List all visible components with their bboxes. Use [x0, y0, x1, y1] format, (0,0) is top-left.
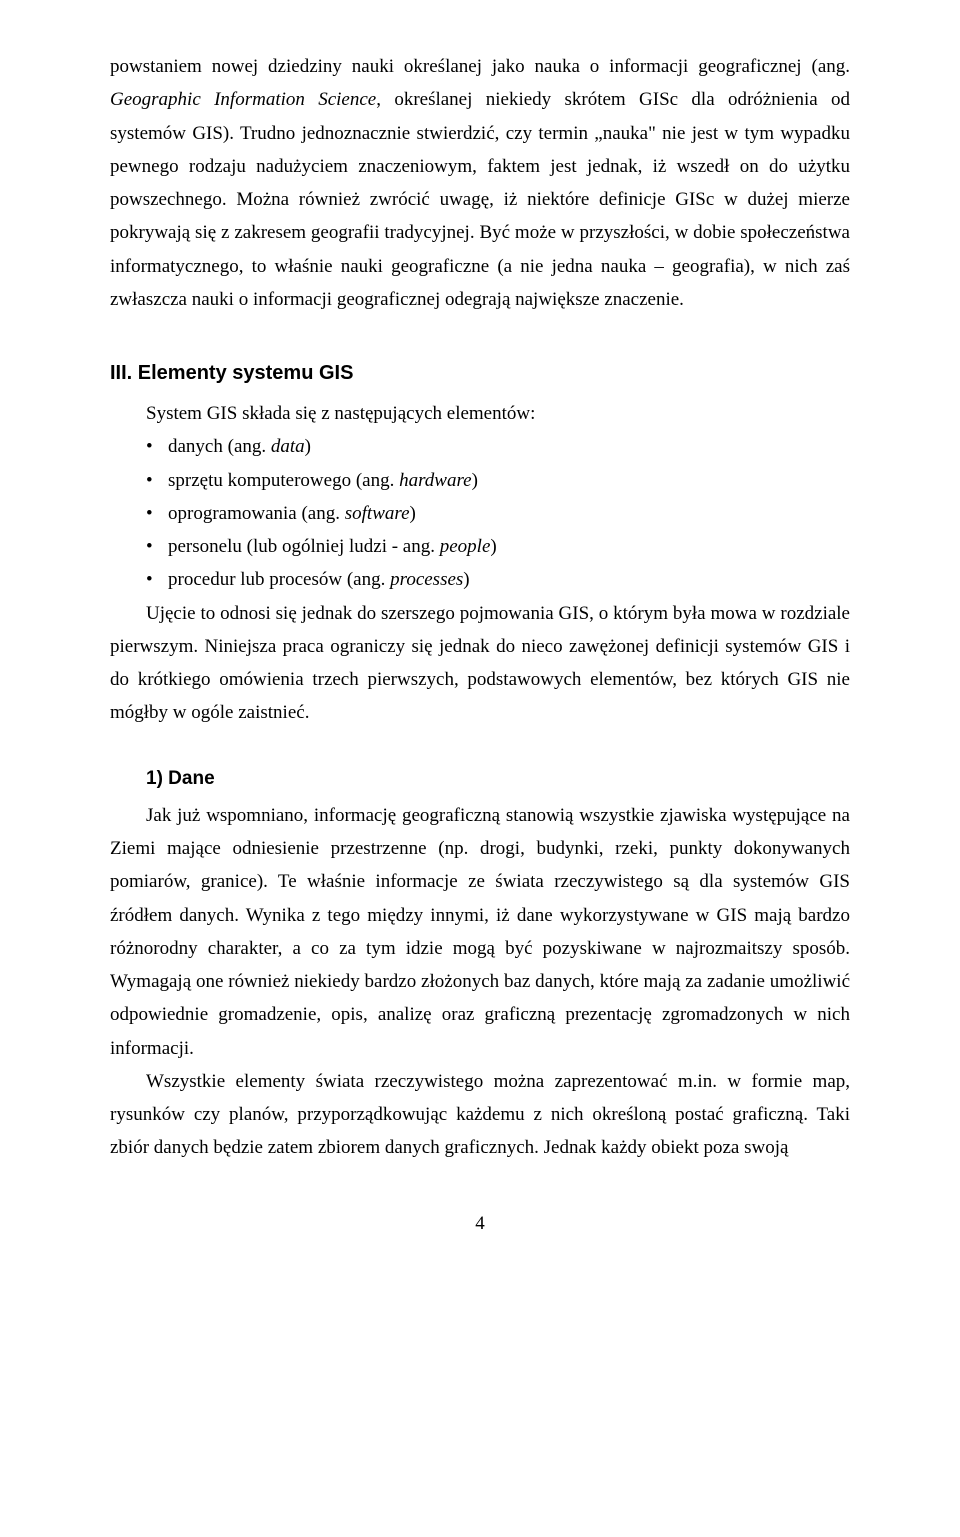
bullet-text-a: danych (ang. — [168, 436, 271, 457]
list-item: procedur lub procesów (ang. processes) — [146, 563, 850, 596]
bullet-text-a: sprzętu komputerowego (ang. — [168, 470, 399, 491]
bullet-italic: data — [271, 436, 305, 457]
list-item: oprogramowania (ang. software) — [146, 497, 850, 530]
bullet-italic: people — [440, 536, 491, 557]
para1-text-a: powstaniem nowej dziedziny nauki określa… — [110, 56, 850, 77]
bullet-text-a: oprogramowania (ang. — [168, 503, 345, 524]
paragraph-1: powstaniem nowej dziedziny nauki określa… — [110, 50, 850, 316]
paragraph-3: Ujęcie to odnosi się jednak do szerszego… — [110, 597, 850, 730]
bullet-list: danych (ang. data) sprzętu komputerowego… — [146, 430, 850, 596]
bullet-italic: software — [345, 503, 410, 524]
list-item: danych (ang. data) — [146, 430, 850, 463]
bullet-text-c: ) — [472, 470, 478, 491]
paragraph-2: System GIS składa się z następujących el… — [110, 397, 850, 430]
bullet-text-c: ) — [463, 569, 469, 590]
bullet-text-a: procedur lub procesów (ang. — [168, 569, 390, 590]
paragraph-4: Jak już wspomniano, informację geografic… — [110, 799, 850, 1065]
section-heading-3: III. Elementy systemu GIS — [110, 356, 850, 391]
document-page: powstaniem nowej dziedziny nauki określa… — [0, 0, 960, 1537]
bullet-italic: processes — [390, 569, 463, 590]
bullet-text-a: personelu (lub ogólniej ludzi - ang. — [168, 536, 440, 557]
bullet-text-c: ) — [490, 536, 496, 557]
bullet-text-c: ) — [410, 503, 416, 524]
bullet-text-c: ) — [305, 436, 311, 457]
subsection-heading-1: 1) Dane — [110, 762, 850, 795]
para1-italic: Geographic Information Science — [110, 89, 376, 110]
paragraph-5: Wszystkie elementy świata rzeczywistego … — [110, 1065, 850, 1165]
page-number: 4 — [110, 1207, 850, 1240]
para1-text-c: , określanej niekiedy skrótem GISc dla o… — [110, 89, 850, 310]
list-item: sprzętu komputerowego (ang. hardware) — [146, 464, 850, 497]
bullet-italic: hardware — [399, 470, 471, 491]
list-item: personelu (lub ogólniej ludzi - ang. peo… — [146, 530, 850, 563]
